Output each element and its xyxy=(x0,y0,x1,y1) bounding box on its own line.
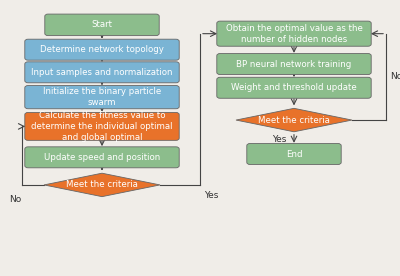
Text: Yes: Yes xyxy=(204,191,218,200)
Text: Calculate the fitness value to
determine the individual optimal
and global optim: Calculate the fitness value to determine… xyxy=(31,111,173,142)
Text: Obtain the optimal value as the
number of hidden nodes: Obtain the optimal value as the number o… xyxy=(226,24,362,44)
FancyBboxPatch shape xyxy=(247,144,341,164)
Text: End: End xyxy=(286,150,302,158)
Text: BP neural network training: BP neural network training xyxy=(236,60,352,68)
Text: Yes: Yes xyxy=(272,135,287,144)
FancyBboxPatch shape xyxy=(45,14,159,36)
FancyBboxPatch shape xyxy=(25,86,179,109)
FancyBboxPatch shape xyxy=(25,62,179,83)
FancyBboxPatch shape xyxy=(217,77,371,98)
Text: Initialize the binary particle
swarm: Initialize the binary particle swarm xyxy=(43,87,161,107)
Text: Meet the criteria: Meet the criteria xyxy=(258,116,330,124)
Text: Input samples and normalization: Input samples and normalization xyxy=(31,68,173,77)
Text: Start: Start xyxy=(92,20,112,29)
FancyBboxPatch shape xyxy=(217,54,371,75)
Text: No: No xyxy=(390,72,400,81)
Polygon shape xyxy=(236,108,352,132)
Text: Determine network topology: Determine network topology xyxy=(40,45,164,54)
Text: Update speed and position: Update speed and position xyxy=(44,153,160,162)
Text: Weight and threshold update: Weight and threshold update xyxy=(231,83,357,92)
FancyBboxPatch shape xyxy=(25,39,179,60)
FancyBboxPatch shape xyxy=(25,147,179,168)
FancyBboxPatch shape xyxy=(217,21,371,46)
Polygon shape xyxy=(44,173,160,197)
Text: Meet the criteria: Meet the criteria xyxy=(66,181,138,189)
FancyBboxPatch shape xyxy=(25,113,179,140)
Text: No: No xyxy=(9,195,21,204)
